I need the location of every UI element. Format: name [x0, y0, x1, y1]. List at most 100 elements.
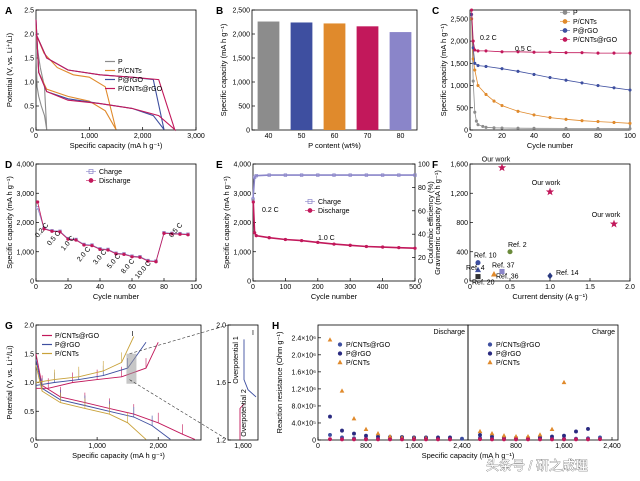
data-point	[380, 173, 385, 177]
data-point	[574, 429, 578, 434]
legend-marker	[337, 359, 343, 365]
annotation: 0.5 C	[515, 46, 532, 53]
data-point	[481, 124, 485, 128]
data-point	[332, 173, 336, 177]
data-point	[186, 233, 190, 237]
data-point	[364, 433, 368, 438]
y-axis-label: Potential (V, vs. Li⁺/Li)	[5, 345, 14, 420]
data-point	[564, 51, 568, 55]
data-point	[348, 243, 352, 247]
y-tick-label: 0	[30, 279, 34, 286]
x-tick-label: 500	[409, 284, 421, 291]
data-point	[478, 437, 482, 442]
data-point	[492, 126, 496, 130]
x-tick-label: 40	[96, 284, 104, 291]
data-point	[42, 227, 46, 231]
data-point	[562, 437, 566, 442]
y-tick-label: 2,000	[233, 220, 251, 227]
data-point	[400, 437, 404, 442]
data-point	[628, 51, 632, 55]
zoom-connector	[129, 379, 229, 441]
data-point	[612, 86, 616, 90]
x-tick-label: 80	[594, 133, 602, 140]
data-point	[267, 236, 271, 240]
y-axis-label: Specific capacity (mA h g⁻¹)	[439, 23, 448, 116]
legend-entry: P	[573, 10, 578, 17]
y-axis-label: Specific capacity (mA h g⁻¹)	[222, 176, 231, 269]
inset-y-tick-label: 2.0	[216, 323, 226, 330]
rate-annotation: 2.0 C	[76, 246, 92, 263]
legend-marker	[487, 351, 493, 356]
x-axis-label: Specific capacity (mA h g⁻¹)	[422, 451, 515, 460]
data-point	[476, 84, 480, 88]
x-tick-label: 80	[160, 284, 168, 291]
data-point	[476, 123, 480, 127]
y-tick-label: 2,000	[16, 220, 34, 227]
x-tick-label: 0	[468, 284, 472, 291]
plot-frame	[469, 9, 631, 131]
series-line	[37, 201, 189, 263]
inset-curve	[243, 339, 257, 398]
data-point	[251, 197, 255, 201]
y-tick-label: 0.5	[24, 409, 34, 416]
bar	[257, 21, 280, 130]
y-tick-label: 0	[30, 438, 34, 445]
data-point	[598, 437, 602, 442]
legend-entry: Charge	[318, 199, 341, 206]
plot-frame	[317, 324, 469, 441]
data-point	[473, 48, 477, 52]
series-line	[35, 336, 135, 383]
data-point	[484, 64, 488, 68]
data-point	[500, 126, 504, 130]
x-tick-label: 3,000	[187, 133, 205, 140]
data-point	[490, 271, 498, 277]
data-point	[340, 428, 344, 433]
data-point	[564, 117, 568, 121]
x-tick-label: 1,600	[405, 443, 423, 450]
y2-tick-label: 40	[418, 232, 426, 239]
point-label: Ref. 2	[508, 242, 527, 249]
legend-entry: P/CNTs	[573, 19, 597, 26]
data-point	[475, 274, 481, 280]
y-axis-label: Specific capacity (mA h g⁻¹)	[5, 176, 14, 269]
data-point	[586, 437, 590, 442]
data-point	[612, 120, 616, 124]
x-tick-label: 60	[128, 284, 136, 291]
x-tick-label: 1.0	[545, 284, 555, 291]
y2-axis-label: Coulombic efficiency (%)	[426, 181, 435, 264]
rate-annotation: 0.5 C	[168, 222, 184, 239]
legend-entry: P/CNTs	[346, 360, 370, 367]
data-point	[548, 116, 552, 120]
legend-entry: P@rGO	[55, 342, 81, 349]
data-point	[332, 242, 336, 246]
plot-frame	[35, 9, 197, 131]
y-tick-label: 1,600	[450, 162, 468, 169]
data-point	[50, 229, 54, 233]
data-point	[537, 432, 543, 437]
data-point	[363, 426, 369, 431]
x-tick-label: 800	[510, 443, 522, 450]
data-point	[340, 437, 344, 442]
y-tick-label: 0	[464, 279, 468, 286]
data-point	[471, 79, 475, 83]
data-point	[514, 437, 518, 442]
data-point	[130, 255, 134, 259]
y-tick-label: 1.6×10⁶	[292, 369, 317, 376]
y-tick-label: 1.0	[24, 80, 34, 87]
annotation: 0.2 C	[480, 35, 497, 42]
data-point	[74, 238, 78, 242]
data-point	[122, 252, 126, 257]
data-point	[114, 252, 118, 256]
y-tick-label: 2.0×10⁶	[292, 352, 317, 359]
data-point	[525, 433, 531, 439]
data-point	[501, 433, 507, 438]
panel-letter: B	[216, 6, 223, 17]
panel-letter: H	[272, 321, 279, 332]
inset-curve	[239, 403, 245, 440]
data-point	[364, 244, 369, 249]
data-point	[252, 231, 257, 235]
y-tick-label: 1,500	[450, 61, 468, 68]
x-tick-label: 2,400	[603, 443, 621, 450]
x-axis-label: Cycle number	[93, 292, 140, 301]
